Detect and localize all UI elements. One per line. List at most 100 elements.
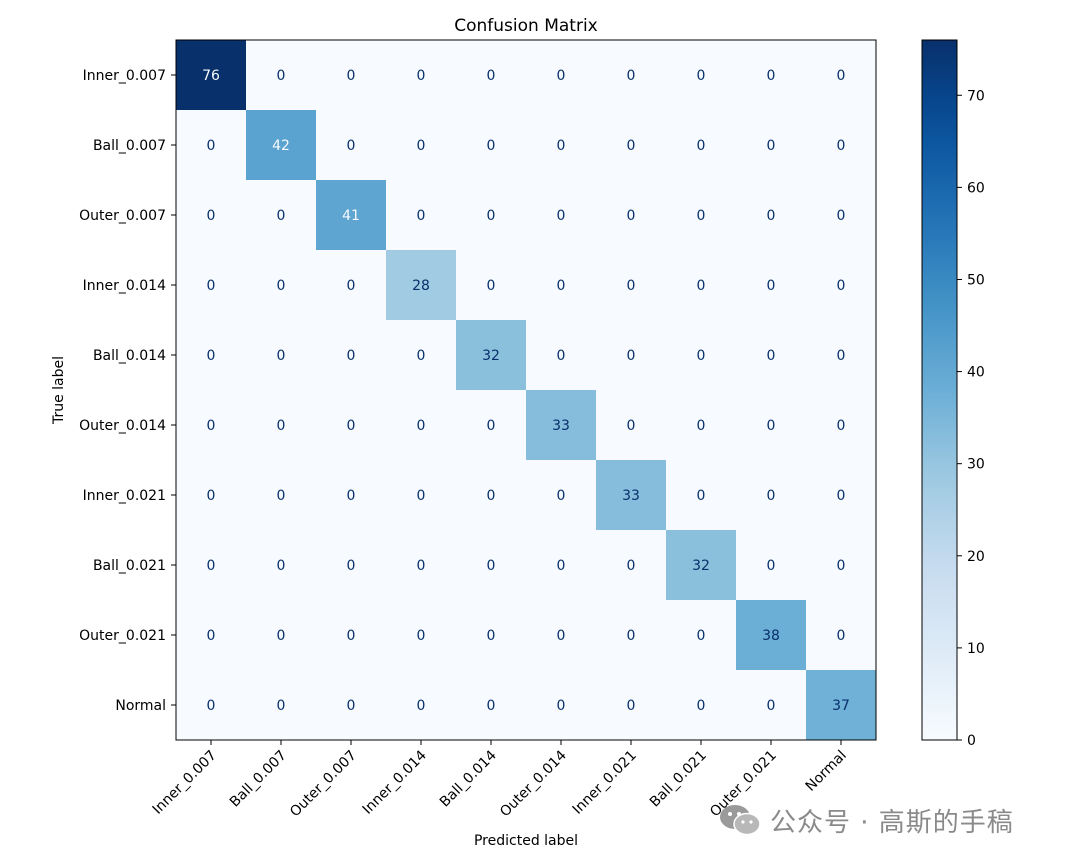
- cell-value-label: 32: [482, 348, 500, 364]
- heatmap-cell: [736, 600, 807, 671]
- heatmap-cell: [806, 600, 877, 671]
- cell-value-label: 76: [202, 68, 220, 84]
- cell-value-label: 0: [487, 558, 496, 574]
- cell-value-label: 0: [837, 418, 846, 434]
- heatmap-cell: [736, 460, 807, 531]
- cell-value-label: 0: [277, 68, 286, 84]
- x-tick-label: Ball_0.014: [437, 747, 500, 810]
- heatmap-cell: [806, 250, 877, 321]
- cell-value-label: 0: [487, 698, 496, 714]
- cell-value-label: 0: [697, 488, 706, 504]
- heatmap-cell: [246, 670, 317, 741]
- heatmap-cell: [666, 530, 737, 601]
- cell-value-label: 0: [347, 418, 356, 434]
- y-tick-label: Ball_0.014: [93, 348, 166, 364]
- cell-value-label: 0: [347, 488, 356, 504]
- cell-value-label: 0: [837, 208, 846, 224]
- heatmap-cell: [386, 320, 457, 391]
- cell-value-label: 0: [557, 278, 566, 294]
- cell-value-label: 0: [627, 628, 636, 644]
- cell-value-label: 0: [697, 208, 706, 224]
- heatmap-cell: [456, 180, 527, 251]
- heatmap-cell: [316, 670, 387, 741]
- cell-value-label: 0: [417, 558, 426, 574]
- cell-value-label: 0: [837, 138, 846, 154]
- heatmap-cell: [596, 250, 667, 321]
- cell-value-label: 0: [837, 488, 846, 504]
- cell-value-label: 0: [767, 488, 776, 504]
- cell-value-label: 0: [347, 628, 356, 644]
- heatmap-cell: [596, 40, 667, 111]
- heatmap-cell: [736, 250, 807, 321]
- cell-value-label: 0: [767, 418, 776, 434]
- cell-value-label: 0: [697, 278, 706, 294]
- heatmap-cell: [386, 460, 457, 531]
- cell-value-label: 0: [207, 488, 216, 504]
- heatmap-cell: [386, 390, 457, 461]
- x-tick-label: Normal: [803, 748, 850, 795]
- cell-value-label: 0: [697, 628, 706, 644]
- heatmap-cell: [246, 250, 317, 321]
- cell-value-label: 0: [347, 558, 356, 574]
- chart-title: Confusion Matrix: [454, 16, 598, 36]
- colorbar-tick-label: 50: [967, 272, 985, 288]
- heatmap-cell: [666, 670, 737, 741]
- heatmap-cell: [666, 600, 737, 671]
- cell-value-label: 0: [207, 138, 216, 154]
- y-tick-label: Ball_0.021: [93, 558, 166, 574]
- cell-value-label: 0: [627, 138, 636, 154]
- heatmap-cell: [386, 600, 457, 671]
- cell-value-label: 0: [697, 348, 706, 364]
- heatmap-cell: [246, 390, 317, 461]
- heatmap-cell: [736, 320, 807, 391]
- heatmap-cell: [176, 390, 247, 461]
- heatmap-cell: [596, 390, 667, 461]
- heatmap-cell: [246, 460, 317, 531]
- cell-value-label: 42: [272, 138, 290, 154]
- cell-value-label: 0: [277, 698, 286, 714]
- heatmap-cell: [176, 110, 247, 181]
- heatmap-cell: [316, 110, 387, 181]
- heatmap-cell: [386, 110, 457, 181]
- cell-value-label: 0: [837, 628, 846, 644]
- heatmap-cell: [666, 320, 737, 391]
- heatmap-cells: [176, 40, 877, 741]
- heatmap-cell: [736, 390, 807, 461]
- cell-value-label: 0: [627, 558, 636, 574]
- cell-value-label: 0: [697, 698, 706, 714]
- cell-value-label: 0: [487, 278, 496, 294]
- y-axis-label: True label: [51, 356, 67, 425]
- heatmap-cell: [736, 180, 807, 251]
- heatmap-cell: [176, 530, 247, 601]
- colorbar-tick-label: 60: [967, 180, 985, 196]
- heatmap-cell: [526, 180, 597, 251]
- x-tick-label: Outer_0.007: [287, 748, 360, 821]
- x-tick-label: Inner_0.007: [150, 748, 220, 818]
- heatmap-cell: [526, 460, 597, 531]
- cell-value-label: 0: [697, 138, 706, 154]
- heatmap-cell: [806, 180, 877, 251]
- heatmap-cell: [596, 320, 667, 391]
- cell-value-label: 0: [767, 348, 776, 364]
- cell-value-label: 0: [417, 418, 426, 434]
- cell-value-label: 0: [487, 628, 496, 644]
- cell-value-label: 0: [557, 348, 566, 364]
- cell-value-label: 0: [277, 278, 286, 294]
- cell-value-label: 0: [837, 68, 846, 84]
- y-tick-label: Inner_0.021: [83, 488, 166, 504]
- heatmap-cell: [246, 600, 317, 671]
- cell-value-label: 28: [412, 278, 430, 294]
- cell-value-label: 0: [207, 208, 216, 224]
- cell-value-label: 33: [552, 418, 570, 434]
- cell-value-label: 0: [277, 418, 286, 434]
- heatmap-cell: [596, 180, 667, 251]
- cell-value-label: 38: [762, 628, 780, 644]
- heatmap-cell: [316, 600, 387, 671]
- heatmap-cell: [246, 110, 317, 181]
- colorbar: [921, 39, 958, 741]
- cell-value-label: 0: [767, 558, 776, 574]
- heatmap-cell: [316, 320, 387, 391]
- cell-value-label: 0: [417, 68, 426, 84]
- cell-value-label: 0: [487, 138, 496, 154]
- cell-value-label: 0: [207, 418, 216, 434]
